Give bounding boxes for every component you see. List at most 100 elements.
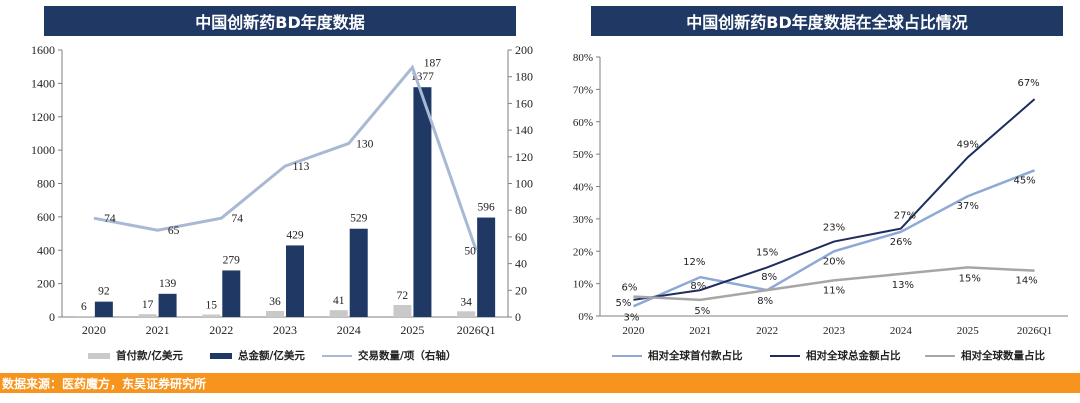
rel-total-data-label: 8%: [690, 281, 706, 292]
rel-total-data-label: 5%: [615, 298, 631, 309]
legend-rel-upfront: 相对全球首付款占比: [612, 348, 743, 363]
legend-total-label: 总金额/亿美元: [238, 350, 305, 362]
y2-tick-label: 160: [515, 96, 533, 110]
upfront-data-label: 72: [397, 290, 409, 302]
legend-rel-count-label: 相对全球数量占比: [961, 350, 1045, 362]
y-tick-label: 1600: [31, 43, 55, 57]
left-chart-title: 中国创新药BD年度数据: [44, 6, 516, 36]
rel-total-line: [633, 98, 1036, 301]
total-bar: [158, 293, 177, 317]
right-y-tick-label: 0%: [578, 311, 593, 323]
y2-tick-label: 40: [515, 257, 527, 271]
source-note: 数据来源：医药魔方，东吴证券研究所: [0, 373, 1080, 393]
upfront-bar: [329, 310, 348, 317]
total-bar: [477, 217, 496, 317]
upfront-data-label: 6: [81, 301, 87, 313]
right-y-tick-label: 40%: [573, 182, 593, 194]
right-x-tick-label: 2022: [756, 325, 778, 337]
rel-total-data-label: 49%: [957, 139, 979, 150]
right-y-tick-label: 70%: [573, 84, 593, 96]
upfront-bar: [393, 304, 412, 317]
x-tick-label: 2020: [82, 323, 106, 337]
legend-deals: 交易数量/项（右轴）: [322, 348, 456, 363]
upfront-bar: [138, 314, 157, 317]
right-x-tick-label: 2024: [890, 325, 913, 337]
rel-count-data-label: 14%: [1015, 276, 1037, 287]
total-data-label: 139: [159, 278, 177, 290]
y-tick-label: 1200: [31, 110, 55, 124]
rel-count-data-label: 5%: [694, 306, 710, 317]
deals-data-label: 50: [464, 245, 476, 257]
y-tick-label: 800: [37, 177, 55, 191]
upfront-data-label: 41: [333, 295, 345, 307]
legend-rel-total-label: 相对全球总金额占比: [806, 350, 901, 362]
total-bar: [222, 270, 241, 317]
rel-count-data-label: 11%: [823, 285, 845, 296]
total-bar: [94, 301, 113, 317]
total-data-label: 596: [478, 202, 496, 214]
deals-data-label: 65: [168, 225, 180, 237]
total-bar: [413, 87, 432, 317]
y-tick-label: 200: [37, 277, 55, 291]
legend-rel-count-swatch: [925, 354, 955, 357]
y2-tick-label: 0: [515, 310, 521, 324]
total-data-label: 529: [350, 213, 368, 225]
rel-total-data-label: 67%: [1017, 78, 1039, 89]
x-tick-label: 2026Q1: [457, 323, 496, 337]
deals-data-label: 74: [104, 213, 116, 225]
legend-rel-count: 相对全球数量占比: [925, 348, 1045, 363]
deals-data-label: 74: [232, 213, 244, 225]
total-data-label: 429: [286, 229, 304, 241]
right-y-tick-label: 30%: [573, 214, 593, 226]
right-x-tick-label: 2023: [823, 325, 846, 337]
x-tick-label: 2021: [146, 323, 170, 337]
y2-tick-label: 60: [515, 230, 527, 244]
upfront-data-label: 17: [142, 299, 154, 311]
rel-upfront-data-label: 37%: [957, 201, 979, 212]
legend-deals-swatch: [322, 354, 352, 357]
rel-count-data-label: 8%: [761, 272, 777, 283]
right-y-tick-label: 60%: [573, 117, 593, 129]
upfront-data-label: 36: [269, 296, 281, 308]
x-tick-label: 2025: [400, 323, 424, 337]
rel-upfront-data-label: 45%: [1013, 175, 1035, 186]
right-y-tick-label: 50%: [573, 149, 593, 161]
total-data-label: 92: [98, 286, 110, 298]
rel-upfront-data-label: 8%: [757, 296, 773, 307]
rel-count-data-label: 15%: [959, 273, 981, 284]
x-tick-label: 2024: [337, 323, 361, 337]
y2-tick-label: 20: [515, 283, 527, 297]
upfront-data-label: 15: [206, 299, 218, 311]
legend-rel-upfront-label: 相对全球首付款占比: [648, 350, 743, 362]
y-tick-label: 600: [37, 210, 55, 224]
legend-upfront: 首付款/亿美元: [88, 348, 183, 363]
rel-upfront-data-label: 12%: [683, 257, 705, 268]
rel-upfront-data-label: 20%: [823, 256, 845, 267]
right-x-tick-label: 2020: [622, 325, 645, 337]
legend-total: 总金额/亿美元: [210, 348, 305, 363]
y2-tick-label: 120: [515, 150, 533, 164]
x-tick-label: 2023: [273, 323, 297, 337]
legend-deals-label: 交易数量/项（右轴）: [358, 350, 457, 362]
upfront-data-label: 34: [460, 296, 472, 308]
legend-rel-total: 相对全球总金额占比: [770, 348, 901, 363]
upfront-bar: [202, 314, 221, 317]
rel-count-data-label: 13%: [892, 280, 914, 291]
rel-upfront-data-label: 26%: [890, 237, 912, 248]
y2-tick-label: 140: [515, 123, 533, 137]
rel-total-data-label: 23%: [823, 223, 845, 234]
deals-data-label: 130: [356, 138, 374, 150]
y-tick-label: 1400: [31, 76, 55, 90]
total-data-label: 279: [223, 254, 241, 266]
right-x-tick-label: 2021: [689, 325, 711, 337]
legend-upfront-swatch: [88, 352, 110, 359]
legend-rel-upfront-swatch: [612, 354, 642, 357]
legend-rel-total-swatch: [770, 354, 800, 357]
upfront-bar: [266, 310, 284, 317]
deals-data-label: 113: [293, 161, 310, 173]
total-bar: [349, 228, 368, 317]
right-y-tick-label: 20%: [573, 246, 593, 258]
right-chart-title: 中国创新药BD年度数据在全球占比情况: [591, 6, 1063, 36]
rel-count-data-label: 6%: [621, 283, 637, 294]
